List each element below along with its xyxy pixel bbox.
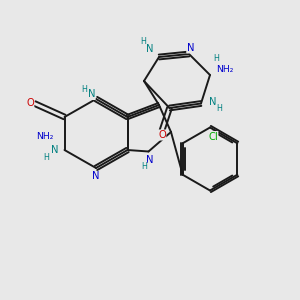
Text: N: N xyxy=(92,171,100,182)
Text: H: H xyxy=(141,162,147,171)
Text: NH₂: NH₂ xyxy=(216,64,234,74)
Text: N: N xyxy=(51,145,59,155)
Text: N: N xyxy=(146,155,154,165)
Text: O: O xyxy=(26,98,34,109)
Text: NH₂: NH₂ xyxy=(36,132,54,141)
Text: N: N xyxy=(88,89,95,100)
Text: Cl: Cl xyxy=(208,131,218,142)
Text: H: H xyxy=(81,85,87,94)
Text: N: N xyxy=(209,97,216,107)
Text: H: H xyxy=(216,104,222,113)
Text: O: O xyxy=(158,130,166,140)
Text: N: N xyxy=(146,44,154,55)
Text: H: H xyxy=(213,54,219,63)
Text: N: N xyxy=(187,43,194,53)
Text: H: H xyxy=(43,153,49,162)
Text: H: H xyxy=(140,38,146,46)
